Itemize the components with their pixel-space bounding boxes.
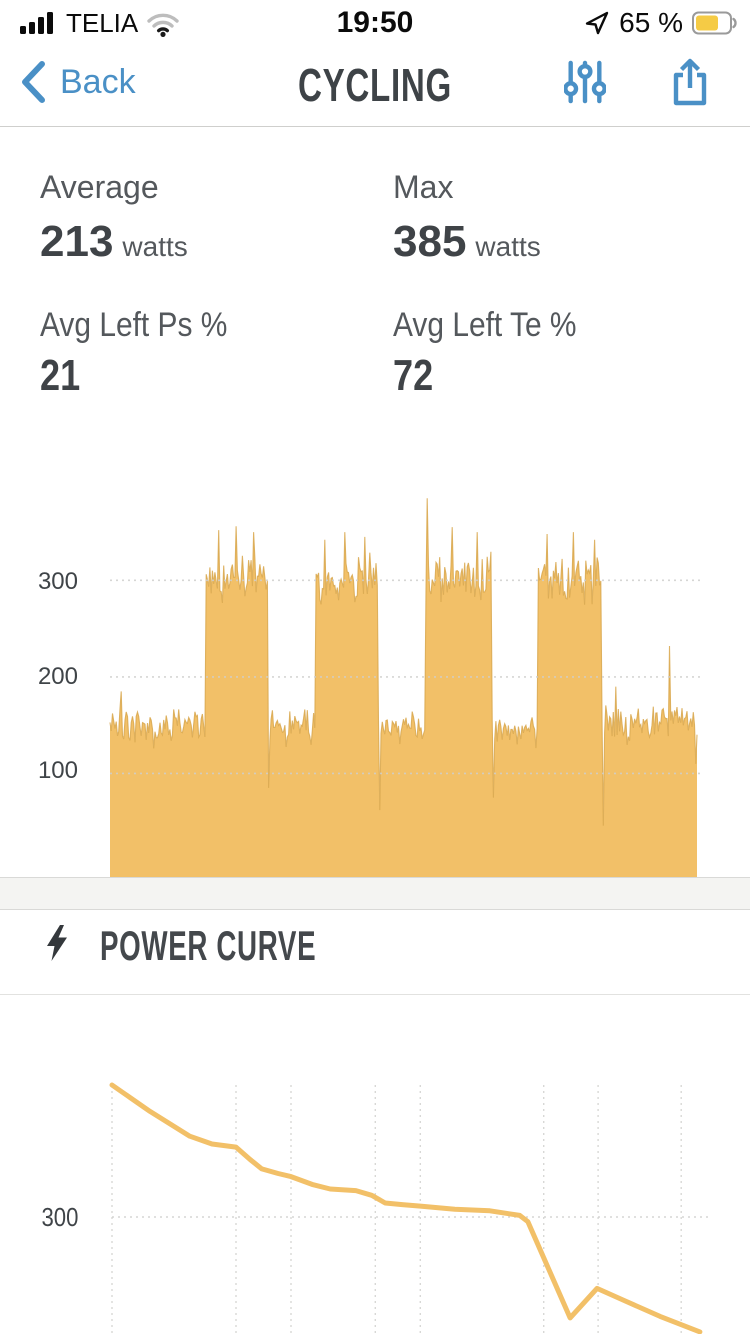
back-label: Back xyxy=(60,62,136,101)
power-area-plot xyxy=(0,450,750,877)
power-curve-plot xyxy=(0,995,750,1334)
lightning-bolt-icon xyxy=(47,925,67,961)
share-icon xyxy=(673,58,707,106)
stat-label: Average xyxy=(40,169,159,205)
stat-average-power: Average 213 watts xyxy=(40,168,188,266)
stat-unit: watts xyxy=(475,231,541,262)
stat-label: Max xyxy=(393,169,454,205)
location-arrow-icon xyxy=(585,11,609,35)
activity-power-chart[interactable]: 300 200 100 xyxy=(0,450,750,877)
battery-percent-label: 65 % xyxy=(619,7,683,38)
stat-avg-left-te: Avg Left Te % 72 xyxy=(393,306,602,400)
power-curve-header: POWER CURVE xyxy=(0,910,750,995)
y-axis-tick-300: 300 xyxy=(37,568,78,595)
page-title: CYCLING xyxy=(297,59,453,111)
stat-max-power: Max 385 watts xyxy=(393,168,541,266)
y-axis-tick-100: 100 xyxy=(37,757,78,784)
back-button[interactable]: Back xyxy=(20,60,136,104)
clock: 19:50 xyxy=(336,6,414,39)
section-divider xyxy=(0,877,750,910)
stat-avg-left-ps: Avg Left Ps % 21 xyxy=(40,306,253,400)
y-axis-tick-200: 200 xyxy=(37,663,78,690)
y-axis-tick-300: 300 xyxy=(41,1202,78,1232)
share-button[interactable] xyxy=(672,58,708,109)
stat-unit: watts xyxy=(122,231,188,262)
chart-settings-button[interactable] xyxy=(563,58,607,109)
status-bar: TELIA 19:50 65 % xyxy=(0,0,750,44)
power-curve-chart[interactable]: 300 xyxy=(0,995,750,1334)
section-title: POWER CURVE xyxy=(100,922,317,969)
nav-bar: Back CYCLING xyxy=(0,44,750,127)
stat-value: 213 xyxy=(40,217,114,266)
stat-label: Avg Left Ps % xyxy=(40,306,228,344)
stat-label: Avg Left Te % xyxy=(393,306,577,344)
stat-value: 385 xyxy=(393,217,467,266)
stat-value: 72 xyxy=(393,351,434,400)
back-chevron-icon xyxy=(22,61,45,103)
stat-value: 21 xyxy=(40,351,81,400)
wifi-icon xyxy=(147,13,179,37)
carrier-label: TELIA xyxy=(66,8,139,38)
sliders-filter-icon xyxy=(563,60,607,104)
cellular-signal-icon xyxy=(20,11,53,34)
battery-icon xyxy=(692,11,737,35)
